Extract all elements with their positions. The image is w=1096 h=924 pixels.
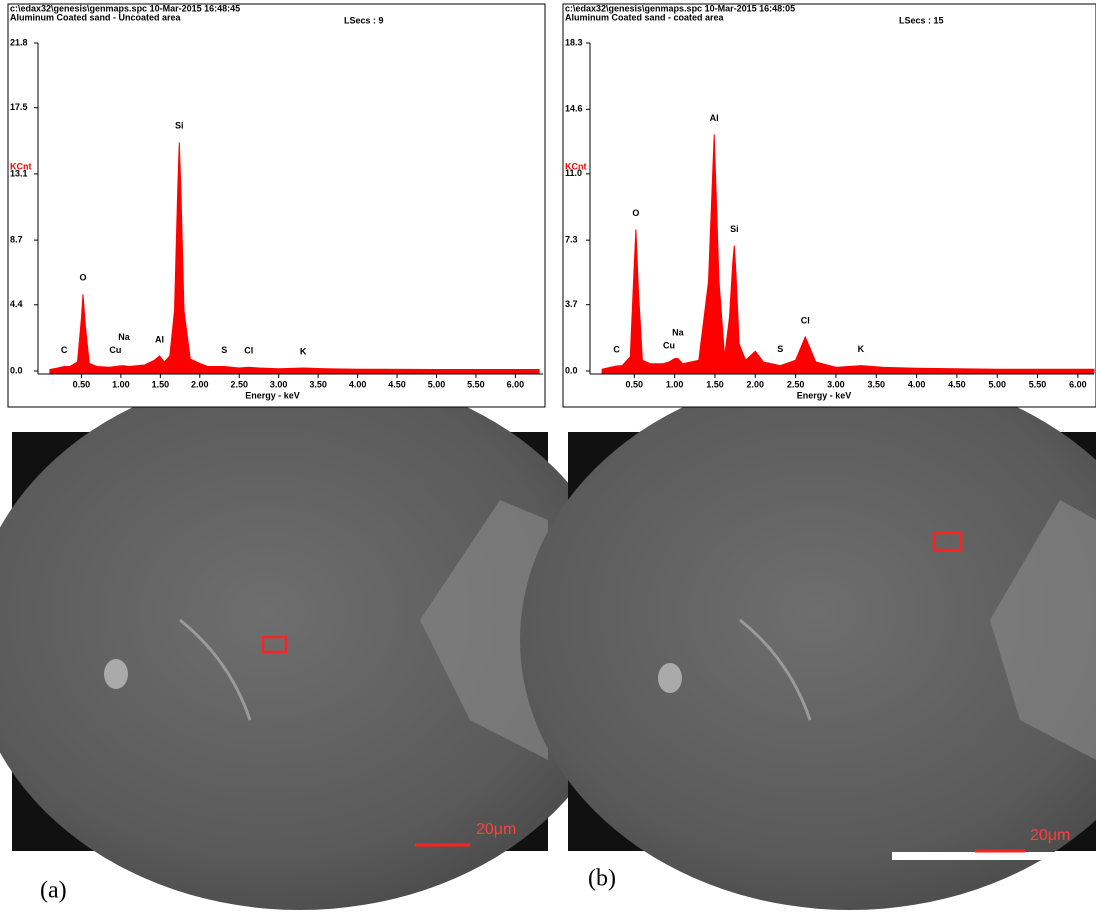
peak-label: Cl — [244, 346, 253, 356]
file-header: c:\edax32\genesis\genmaps.spc 10-Mar-201… — [565, 3, 795, 13]
x-tick-label: 3.50 — [309, 379, 327, 389]
peak-label: O — [632, 208, 639, 218]
y-tick-label: 4.4 — [10, 299, 23, 309]
spectrum-area — [601, 134, 1095, 374]
sand-grain — [520, 370, 1096, 910]
y-tick-label: 14.6 — [565, 104, 583, 114]
y-tick-label: 3.7 — [565, 299, 578, 309]
ridge — [179, 618, 252, 721]
scale-label: 20μm — [1030, 827, 1070, 844]
x-tick-label: 4.00 — [349, 379, 367, 389]
x-tick-label: 1.00 — [112, 379, 130, 389]
x-tick-label: 0.50 — [626, 379, 644, 389]
peak-label: C — [61, 345, 68, 355]
x-tick-label: 5.50 — [467, 379, 485, 389]
y-tick-label: 17.5 — [10, 102, 28, 112]
y-tick-label: 0.0 — [565, 365, 578, 375]
x-tick-label: 3.50 — [867, 379, 885, 389]
particle — [658, 663, 682, 693]
x-axis-label: Energy - keV — [245, 390, 300, 400]
x-tick-label: 6.00 — [507, 379, 525, 389]
y-axis-label: KCnt — [10, 161, 32, 171]
peak-label: Al — [710, 113, 719, 123]
peak-label: S — [221, 345, 227, 355]
rough-region — [420, 500, 548, 760]
peak-label: Al — [155, 334, 164, 344]
y-tick-label: 8.7 — [10, 234, 23, 244]
y-tick-label: 21.8 — [10, 37, 28, 47]
x-tick-label: 5.00 — [988, 379, 1006, 389]
x-tick-label: 2.00 — [191, 379, 209, 389]
peak-label: K — [858, 344, 865, 354]
x-tick-label: 2.00 — [747, 379, 765, 389]
peak-label: O — [80, 273, 87, 283]
peak-label: C — [613, 344, 620, 354]
peak-label: Cu — [109, 345, 121, 355]
y-tick-label: 18.3 — [565, 37, 583, 47]
peak-label: Cl — [801, 315, 810, 325]
live-seconds: LSecs : 15 — [899, 15, 944, 25]
peak-label: Cu — [663, 340, 675, 350]
panel-frame — [7, 3, 546, 408]
rough-region — [990, 500, 1096, 760]
x-tick-label: 1.00 — [666, 379, 684, 389]
peak-label: Na — [118, 332, 130, 342]
panel-frame — [562, 3, 1096, 408]
caption: (a) — [40, 878, 67, 904]
particle — [104, 659, 128, 689]
sem-image: 20μm — [0, 370, 630, 910]
x-tick-label: 5.00 — [428, 379, 446, 389]
sand-grain — [0, 370, 630, 910]
chart-title: Aluminum Coated sand - Uncoated area — [10, 12, 182, 22]
x-tick-label: 0.50 — [73, 379, 91, 389]
y-tick-label: 0.0 — [10, 365, 23, 375]
x-tick-label: 3.00 — [827, 379, 845, 389]
peak-label: S — [777, 344, 783, 354]
y-tick-label: 11.0 — [565, 168, 582, 178]
ridge — [739, 618, 812, 721]
peak-label: Si — [730, 224, 739, 234]
x-axis-label: Energy - keV — [797, 390, 852, 400]
analysis-region — [932, 531, 963, 552]
scale-label: 20μm — [476, 821, 516, 838]
y-axis-label: KCnt — [565, 161, 587, 171]
x-tick-label: 2.50 — [230, 379, 248, 389]
x-tick-label: 6.00 — [1069, 379, 1087, 389]
x-tick-label: 1.50 — [706, 379, 724, 389]
x-tick-label: 1.50 — [152, 379, 170, 389]
sem-image: 20μm — [520, 370, 1096, 910]
x-tick-label: 2.50 — [787, 379, 805, 389]
y-tick-label: 7.3 — [565, 235, 578, 245]
peak-label: K — [300, 346, 307, 356]
live-seconds: LSecs : 9 — [344, 15, 384, 25]
caption: (b) — [588, 866, 616, 892]
x-tick-label: 3.00 — [270, 379, 288, 389]
x-tick-label: 4.50 — [948, 379, 966, 389]
file-header: c:\edax32\genesis\genmaps.spc 10-Mar-201… — [10, 3, 240, 13]
y-tick-label: 13.1 — [10, 168, 28, 178]
spectrum-area — [49, 142, 540, 374]
chart-title: Aluminum Coated sand - coated area — [565, 12, 725, 22]
image-edge — [892, 852, 1096, 860]
x-tick-label: 4.50 — [388, 379, 406, 389]
peak-label: Na — [672, 327, 684, 337]
peak-label: Si — [175, 121, 184, 131]
x-tick-label: 4.00 — [908, 379, 926, 389]
x-tick-label: 5.50 — [1029, 379, 1047, 389]
analysis-region — [261, 635, 288, 654]
